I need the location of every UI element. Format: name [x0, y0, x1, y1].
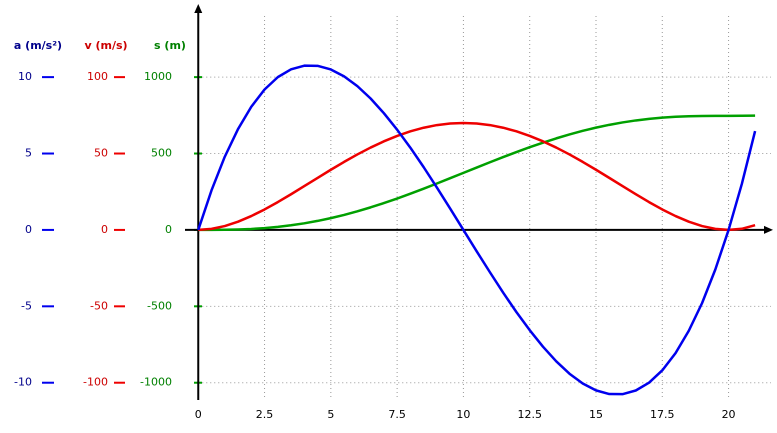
- y-tick-label: -100: [83, 376, 108, 389]
- y-tick-label: 100: [87, 70, 108, 83]
- y-tick-label: 0: [25, 223, 32, 236]
- x-axis-arrow: [764, 225, 773, 234]
- x-tick-label: 5: [327, 408, 334, 421]
- x-tick-label: 0: [195, 408, 202, 421]
- y-tick-label: 500: [151, 147, 172, 160]
- x-tick-label: 20: [722, 408, 736, 421]
- y-tick-label: 50: [94, 147, 108, 160]
- x-tick-label: 7.5: [388, 408, 406, 421]
- y-tick-label: -5: [21, 299, 32, 312]
- x-tick-label: 17.5: [650, 408, 675, 421]
- axis-title: s (m): [154, 39, 186, 52]
- y-tick-label: 1000: [144, 70, 172, 83]
- series-line: [198, 121, 756, 232]
- y-tick-label: -10: [14, 376, 32, 389]
- x-tick-label: 15: [589, 408, 603, 421]
- x-tick-label: 12.5: [517, 408, 542, 421]
- y-axis-arrow: [194, 4, 203, 13]
- axis-title: a (m/s²): [14, 39, 62, 52]
- x-tick-label: 10: [456, 408, 470, 421]
- y-tick-label: -50: [90, 299, 108, 312]
- y-tick-label: 0: [101, 223, 108, 236]
- series-line: [197, 64, 757, 396]
- y-tick-label: 0: [165, 223, 172, 236]
- axis-title: v (m/s): [84, 39, 127, 52]
- y-tick-label: 10: [18, 70, 32, 83]
- y-tick-label: 5: [25, 147, 32, 160]
- series-line: [198, 114, 756, 232]
- y-tick-label: -500: [147, 299, 172, 312]
- y-tick-label: -1000: [140, 376, 172, 389]
- x-tick-label: 2.5: [256, 408, 274, 421]
